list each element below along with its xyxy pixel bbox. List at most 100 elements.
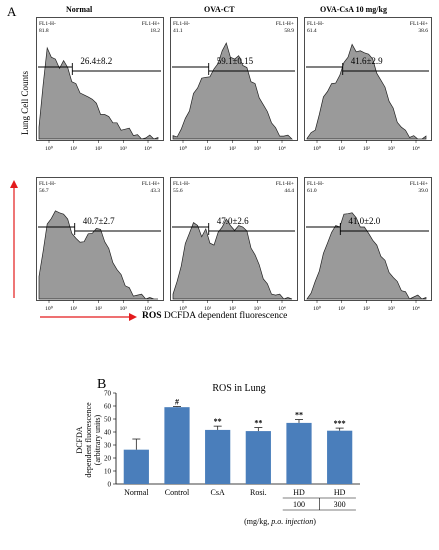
histogram-area — [306, 212, 427, 300]
x-axis-label-bold: ROS — [142, 311, 162, 321]
histogram-tick-label: 10⁴ — [144, 146, 152, 152]
mean-annotation: 59.1±0.15 — [217, 56, 254, 66]
gate-right-label: FL1-H+ — [276, 21, 294, 27]
histogram-panel-bottom-1: FL1-H- 56.7 FL1-H+ 43.3 40.7±2.7 10⁰ 10¹ 10² 10³… — [36, 177, 164, 320]
histogram-tick-label: 10¹ — [204, 306, 212, 312]
gate-left-label: FL1-H- — [39, 21, 56, 27]
dose-footnote: (mg/kg, p.o. injection) — [244, 517, 316, 526]
histogram-panel-ova-ct: FL1-H- 41.1 FL1-H+ 58.9 59.1±0.15 10⁰ 10¹ 10² 10… — [170, 17, 298, 160]
histogram-tick-label: 10² — [363, 146, 371, 152]
gate-left-label: FL1-H- — [39, 181, 56, 187]
bar — [164, 407, 190, 484]
col-title-normal: Normal — [66, 5, 93, 14]
gate-right-value: 18.2 — [150, 28, 160, 34]
gate-left-label: FL1-H- — [307, 21, 324, 27]
histogram-tick-label: 10⁰ — [179, 145, 188, 152]
gate-left-value: 61.0 — [307, 188, 317, 194]
histogram-svg: FL1-H-56.7 FL1-H+43.3 40.7±2.7 10⁰ 10¹ 10² 10³… — [36, 177, 164, 312]
x-axis-label: ROS DCFDA dependent fluorescence — [142, 311, 287, 321]
bar — [205, 429, 231, 484]
y-tick-label: 40 — [104, 429, 112, 437]
dose-footnote-italic: p.o. injection — [270, 517, 313, 526]
gate-right-label: FL1-H+ — [142, 181, 160, 187]
category-sublabel: 100 — [293, 500, 305, 509]
histogram-panel-bottom-3: FL1-H- 61.0 FL1-H+ 39.0 41.0±2.0 10⁰ 10¹ 10² 10³… — [304, 177, 432, 320]
gate-left-value: 81.8 — [39, 28, 49, 34]
histogram-tick-label: 10⁰ — [179, 305, 188, 312]
histogram-tick-label: 10⁴ — [278, 146, 286, 152]
histogram-svg: FL1-H-61.4 FL1-H+38.6 41.6±2.9 10⁰ 10¹ 10² 10³… — [304, 17, 432, 152]
histogram-svg: FL1-H-41.1 FL1-H+58.9 59.1±0.15 10⁰ 10¹ 10² 10… — [170, 17, 298, 152]
gate-right-value: 44.4 — [284, 188, 294, 194]
x-axis-label-rest: DCFDA dependent fluorescence — [163, 311, 288, 321]
histogram-svg: FL1-H-81.8 FL1-H+18.2 26.4±8.2 10⁰ 10¹ 10² 10³… — [36, 17, 164, 152]
y-tick-label: 20 — [104, 455, 112, 463]
y-tick-label: 0 — [108, 481, 112, 489]
category-label: Control — [165, 488, 190, 497]
gate-right-value: 58.9 — [284, 28, 294, 34]
histogram-area — [38, 46, 159, 140]
y-axis-title-line: (arbitrary units) — [93, 414, 102, 465]
panel-a-label: A — [7, 4, 17, 19]
histogram-tick-label: 10¹ — [338, 306, 346, 312]
bar — [123, 449, 149, 484]
significance-marker: ** — [254, 419, 262, 428]
panel-b-label: B — [97, 377, 107, 392]
gate-left-value: 56.7 — [39, 188, 49, 194]
chart-title: ROS in Lung — [212, 383, 265, 394]
histogram-area — [172, 42, 293, 140]
y-axis-title: DCFDAdependent fluorescence(arbitrary un… — [75, 402, 102, 478]
gate-right-value: 43.3 — [150, 188, 160, 194]
histogram-tick-label: 10⁴ — [412, 306, 420, 312]
mean-annotation: 26.4±8.2 — [80, 56, 112, 66]
mean-annotation: 40.7±2.7 — [83, 216, 115, 226]
bar — [327, 430, 353, 484]
histogram-area — [306, 43, 427, 140]
category-sublabel: 300 — [334, 500, 346, 509]
y-tick-label: 70 — [104, 390, 112, 398]
histogram-tick-label: 10⁰ — [45, 305, 54, 312]
histogram-panel-bottom-2: FL1-H- 55.6 FL1-H+ 44.4 47.0±2.6 10⁰ 10¹ 10² 10³… — [170, 177, 298, 320]
y-tick-label: 60 — [104, 403, 112, 411]
histogram-tick-label: 10² — [229, 306, 237, 312]
histogram-tick-label: 10¹ — [70, 306, 78, 312]
category-label: HD — [293, 488, 305, 497]
gate-right-value: 38.6 — [418, 28, 428, 34]
mean-annotation: 47.0±2.6 — [217, 216, 249, 226]
histogram-tick-label: 10⁰ — [45, 145, 54, 152]
mean-annotation: 41.0±2.0 — [348, 216, 380, 226]
gate-left-value: 55.6 — [173, 188, 183, 194]
category-label: CsA — [211, 488, 225, 497]
histogram-area — [172, 218, 293, 300]
col-title-ova-ct: OVA-CT — [204, 5, 235, 14]
histogram-tick-label: 10¹ — [204, 146, 212, 152]
histogram-area — [38, 210, 158, 300]
histogram-tick-label: 10³ — [254, 306, 262, 312]
histogram-tick-label: 10² — [363, 306, 371, 312]
significance-marker: # — [175, 398, 179, 407]
significance-marker: ** — [295, 411, 303, 420]
mean-annotation: 41.6±2.9 — [351, 56, 383, 66]
dose-footnote-prefix: (mg/kg, — [244, 517, 271, 526]
histogram-tick-label: 10³ — [254, 146, 262, 152]
histogram-panel-ova-csa: FL1-H- 61.4 FL1-H+ 38.6 41.6±2.9 10⁰ 10¹ 10² 10³… — [304, 17, 432, 160]
significance-marker: ** — [214, 417, 222, 426]
significance-marker: *** — [334, 419, 346, 428]
category-label: HD — [334, 488, 346, 497]
gate-right-label: FL1-H+ — [276, 181, 294, 187]
histogram-svg: FL1-H-55.6 FL1-H+44.4 47.0±2.6 10⁰ 10¹ 10² 10³… — [170, 177, 298, 312]
histogram-tick-label: 10³ — [120, 146, 128, 152]
red-vertical-arrow — [10, 180, 18, 298]
gate-right-label: FL1-H+ — [410, 181, 428, 187]
histogram-panel-normal: FL1-H- 81.8 FL1-H+ 18.2 26.4±8.2 10⁰ 10¹ 10² 10³… — [36, 17, 164, 160]
y-tick-label: 30 — [104, 442, 112, 450]
histogram-tick-label: 10⁴ — [144, 306, 152, 312]
category-label: Normal — [124, 488, 149, 497]
histogram-tick-label: 10³ — [388, 306, 396, 312]
gate-left-label: FL1-H- — [173, 21, 190, 27]
histogram-tick-label: 10⁰ — [313, 145, 322, 152]
dose-footnote-suffix: ) — [313, 517, 316, 526]
gate-right-label: FL1-H+ — [410, 21, 428, 27]
histogram-tick-label: 10² — [95, 146, 103, 152]
